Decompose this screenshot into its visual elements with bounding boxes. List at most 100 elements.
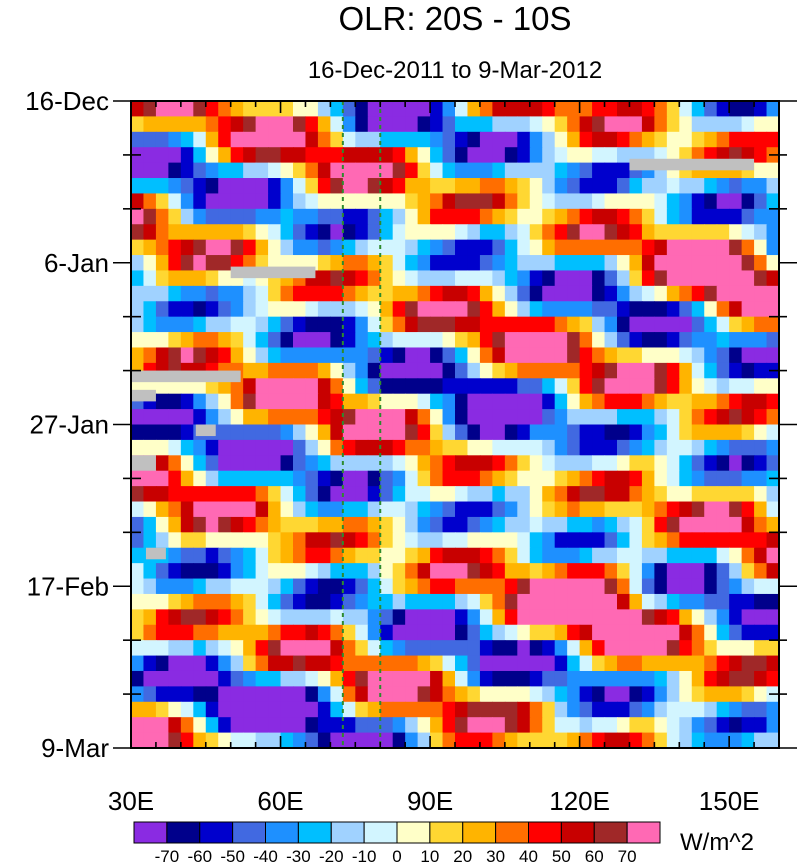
x-tick-label: 30E <box>108 786 154 816</box>
heatmap-cell <box>330 193 344 210</box>
heatmap-cell <box>392 193 406 210</box>
heatmap-cell <box>317 455 331 472</box>
heatmap-cell <box>417 578 431 595</box>
heatmap-cell <box>317 270 331 287</box>
heatmap-cell <box>741 193 755 210</box>
heatmap-cell <box>592 563 606 580</box>
heatmap-cell <box>442 686 456 703</box>
heatmap-cell <box>230 316 244 333</box>
heatmap-cell <box>430 516 444 533</box>
heatmap-cell <box>355 316 369 333</box>
heatmap-cell <box>679 501 693 518</box>
heatmap-cell <box>317 609 331 626</box>
heatmap-cell <box>255 347 269 364</box>
heatmap-cell <box>629 409 643 426</box>
heatmap-cell <box>455 501 469 518</box>
heatmap-cell <box>143 624 157 641</box>
heatmap-cell <box>392 732 406 749</box>
heatmap-cell <box>255 178 269 195</box>
heatmap-cell <box>180 193 194 210</box>
heatmap-cell <box>405 147 419 164</box>
heatmap-cell <box>330 255 344 272</box>
heatmap-cell <box>641 332 655 349</box>
heatmap-cell <box>529 655 543 672</box>
heatmap-cell <box>392 101 406 117</box>
heatmap-cell <box>766 578 780 595</box>
heatmap-cell <box>455 101 469 117</box>
heatmap-cell <box>542 224 556 241</box>
heatmap-cell <box>255 609 269 626</box>
heatmap-cell <box>542 701 556 718</box>
heatmap-cell <box>716 316 730 333</box>
heatmap-cell <box>342 101 356 117</box>
heatmap-cell <box>168 624 182 641</box>
heatmap-cell <box>617 239 631 256</box>
heatmap-cell <box>529 609 543 626</box>
heatmap-cell <box>442 316 456 333</box>
heatmap-cell <box>741 239 755 256</box>
heatmap-cell <box>666 516 680 533</box>
heatmap-cell <box>317 640 331 657</box>
heatmap-cell <box>355 208 369 225</box>
heatmap-cell <box>479 378 493 395</box>
heatmap-cell <box>330 147 344 164</box>
heatmap-cell <box>155 224 169 241</box>
heatmap-cell <box>131 532 145 549</box>
heatmap-cell <box>666 301 680 318</box>
heatmap-cell <box>417 270 431 287</box>
heatmap-cell <box>467 270 481 287</box>
heatmap-cell <box>567 532 581 549</box>
heatmap-cell <box>554 455 568 472</box>
colorbar-tick-label: 70 <box>618 847 637 863</box>
heatmap-cell <box>654 101 668 117</box>
heatmap-cell <box>479 701 493 718</box>
heatmap-cell <box>741 101 755 117</box>
heatmap-cell <box>417 208 431 225</box>
heatmap-cell <box>442 640 456 657</box>
heatmap-cell <box>455 270 469 287</box>
heatmap-cell <box>430 193 444 210</box>
heatmap-cell <box>554 501 568 518</box>
heatmap-cell <box>729 332 743 349</box>
heatmap-cell <box>168 455 182 472</box>
heatmap-cell <box>579 208 593 225</box>
heatmap-cell <box>679 116 693 133</box>
heatmap-cell <box>293 593 307 610</box>
heatmap-cell <box>355 101 369 117</box>
heatmap-cell <box>392 609 406 626</box>
heatmap-cell <box>592 285 606 302</box>
heatmap-cell <box>280 609 294 626</box>
heatmap-cell <box>392 301 406 318</box>
heatmap-cell <box>405 270 419 287</box>
heatmap-cell <box>467 301 481 318</box>
heatmap-cell <box>666 609 680 626</box>
heatmap-cell <box>155 332 169 349</box>
heatmap-cell <box>542 655 556 672</box>
heatmap-cell <box>367 717 381 734</box>
heatmap-cell <box>754 609 768 626</box>
heatmap-cell <box>716 239 730 256</box>
heatmap-cell <box>430 101 444 117</box>
heatmap-cell <box>367 116 381 133</box>
heatmap-cell <box>567 455 581 472</box>
heatmap-cell <box>330 131 344 148</box>
heatmap-cell <box>392 593 406 610</box>
heatmap-cell <box>729 347 743 364</box>
heatmap-cell <box>517 701 531 718</box>
heatmap-cell <box>180 316 194 333</box>
heatmap-cell <box>442 439 456 456</box>
heatmap-cell <box>592 609 606 626</box>
heatmap-cell <box>666 393 680 410</box>
heatmap-cell <box>305 439 319 456</box>
heatmap-cell <box>629 178 643 195</box>
heatmap-cell <box>679 362 693 379</box>
heatmap-cell <box>666 563 680 580</box>
heatmap-cell <box>131 409 145 426</box>
heatmap-cell <box>741 316 755 333</box>
heatmap-cell <box>617 393 631 410</box>
heatmap-cell <box>467 162 481 179</box>
heatmap-cell <box>293 178 307 195</box>
heatmap-cell <box>704 301 718 318</box>
heatmap-cell <box>442 409 456 426</box>
